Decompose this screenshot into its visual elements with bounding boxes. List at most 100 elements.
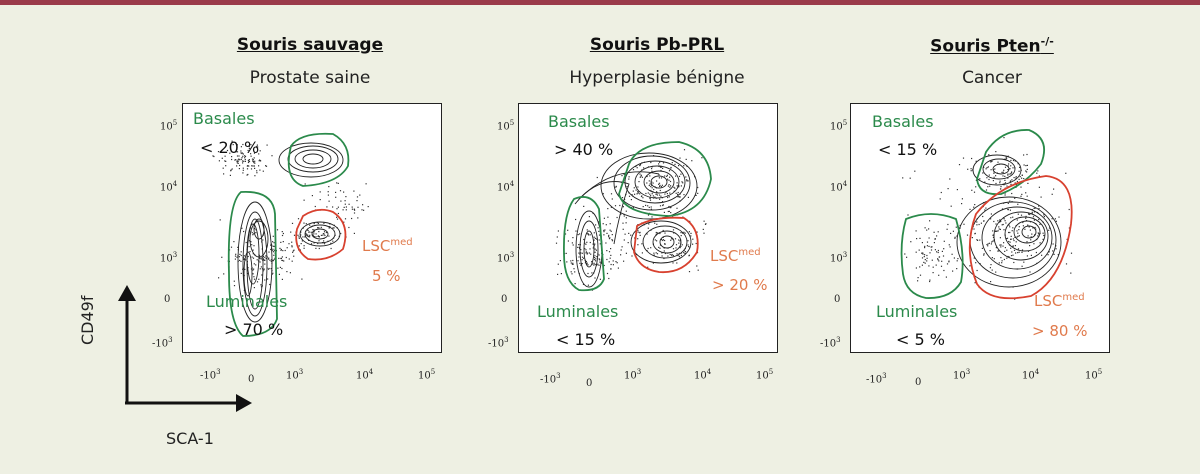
- event-dot: [659, 161, 661, 163]
- event-dot: [252, 159, 254, 161]
- event-dot: [235, 253, 237, 255]
- event-dot: [241, 160, 244, 162]
- event-dot: [583, 257, 585, 259]
- event-dot: [1048, 227, 1051, 229]
- event-dot: [273, 242, 275, 244]
- event-dot: [653, 188, 655, 191]
- event-dot: [251, 158, 254, 160]
- event-dot: [585, 251, 587, 253]
- event-dot: [305, 233, 308, 235]
- event-dot: [991, 241, 993, 243]
- event-dot: [665, 191, 667, 193]
- event-dot: [652, 195, 654, 197]
- event-dot: [240, 254, 242, 257]
- event-dot: [300, 231, 302, 233]
- event-dot: [660, 186, 662, 188]
- event-dot: [319, 191, 321, 193]
- event-dot: [1000, 186, 1002, 188]
- event-dot: [995, 230, 997, 232]
- event-dot: [608, 251, 611, 253]
- event-dot: [218, 160, 220, 162]
- event-dot: [1031, 212, 1033, 214]
- event-dot: [1026, 255, 1028, 257]
- event-dot: [661, 252, 663, 254]
- event-dot: [570, 262, 572, 264]
- event-dot: [1025, 217, 1027, 219]
- event-dot: [1013, 239, 1015, 242]
- event-dot: [949, 178, 951, 180]
- event-dot: [682, 232, 684, 234]
- event-dot: [1010, 238, 1012, 240]
- panel-2-luminales-pct: < 15 %: [556, 330, 616, 349]
- event-dot: [915, 267, 917, 269]
- event-dot: [993, 169, 995, 171]
- event-dot: [229, 152, 231, 154]
- event-dot: [268, 251, 270, 253]
- event-dot: [634, 193, 636, 195]
- event-dot: [1068, 227, 1070, 229]
- event-dot: [956, 235, 958, 237]
- event-dot: [648, 180, 650, 182]
- event-dot: [336, 208, 338, 210]
- event-dot: [958, 164, 961, 166]
- event-dot: [656, 240, 658, 242]
- event-dot: [1009, 231, 1011, 234]
- event-dot: [678, 165, 680, 167]
- event-dot: [357, 217, 359, 219]
- event-dot: [260, 258, 262, 260]
- event-dot: [557, 263, 559, 265]
- event-dot: [336, 216, 338, 218]
- event-dot: [973, 206, 975, 208]
- event-dot: [1025, 170, 1027, 172]
- event-dot: [307, 229, 309, 231]
- event-dot: [328, 227, 330, 229]
- event-dot: [332, 227, 334, 229]
- event-dot: [930, 249, 933, 251]
- event-dot: [592, 247, 594, 249]
- event-dot: [687, 196, 689, 198]
- event-dot: [236, 256, 238, 258]
- event-dot: [593, 259, 596, 261]
- event-dot: [638, 181, 640, 183]
- event-dot: [946, 228, 948, 230]
- event-dot: [660, 195, 662, 197]
- event-dot: [336, 182, 338, 184]
- event-dot: [1021, 193, 1023, 195]
- event-dot: [1023, 261, 1025, 263]
- event-dot: [291, 222, 294, 224]
- event-dot: [317, 242, 319, 245]
- panel-2-density-plot: [555, 141, 712, 292]
- event-dot: [252, 160, 254, 162]
- event-dot: [323, 233, 325, 235]
- event-dot: [246, 168, 249, 170]
- event-dot: [694, 176, 696, 178]
- event-dot: [650, 206, 652, 208]
- event-dot: [343, 206, 345, 208]
- event-dot: [223, 173, 225, 175]
- event-dot: [973, 191, 976, 193]
- event-dot: [585, 249, 587, 251]
- event-dot: [672, 262, 674, 264]
- event-dot: [597, 263, 599, 265]
- event-dot: [976, 224, 978, 226]
- event-dot: [999, 182, 1001, 184]
- event-dot: [254, 167, 256, 169]
- event-dot: [1018, 170, 1020, 172]
- event-dot: [309, 236, 311, 238]
- panel-2-lsc-label: LSCmed: [710, 247, 761, 265]
- event-dot: [675, 247, 677, 249]
- event-dot: [324, 234, 326, 237]
- event-dot: [313, 236, 315, 238]
- event-dot: [256, 281, 259, 283]
- event-dot: [244, 157, 246, 159]
- event-dot: [1027, 235, 1029, 237]
- panel-2-title: Souris Pb-PRL: [589, 35, 725, 55]
- event-dot: [671, 238, 673, 240]
- panel-3-lsc-label: LSCmed: [1034, 292, 1085, 310]
- event-dot: [265, 165, 268, 167]
- event-dot: [353, 212, 356, 214]
- event-dot: [634, 237, 636, 239]
- event-dot: [632, 169, 635, 171]
- event-dot: [924, 254, 926, 256]
- event-dot: [247, 255, 249, 258]
